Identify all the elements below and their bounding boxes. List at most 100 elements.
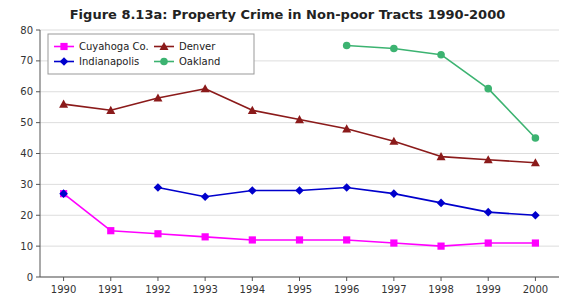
chart: Figure 8.13a: Property Crime in Non-poor… — [0, 0, 575, 305]
x-tick — [393, 277, 394, 281]
x-tick-label: 1995 — [287, 284, 312, 295]
y-tick — [36, 30, 40, 31]
legend-marker — [60, 43, 67, 50]
legend-marker — [160, 42, 169, 50]
x-tick-label: 1997 — [381, 284, 406, 295]
legend-label: Oakland — [179, 56, 220, 67]
legend-marker — [160, 58, 168, 66]
point — [59, 189, 68, 198]
y-tick — [36, 122, 40, 123]
point — [154, 230, 161, 237]
point — [59, 100, 68, 108]
x-tick — [441, 277, 442, 281]
point — [390, 189, 399, 198]
x-tick-label: 2000 — [523, 284, 548, 295]
point — [531, 211, 540, 220]
series-line — [64, 89, 536, 163]
legend-label: Denver — [179, 41, 216, 52]
legend: Cuyahoga Co. Denver Indianapolis Oakland — [48, 34, 254, 74]
x-tick — [299, 277, 300, 281]
title: Figure 8.13a: Property Crime in Non-poor… — [70, 7, 506, 22]
point — [295, 115, 304, 123]
x-tick-label: 1996 — [334, 284, 359, 295]
y-tick — [36, 91, 40, 92]
point — [201, 84, 210, 92]
y-tick-label: 10 — [20, 241, 33, 252]
point — [389, 137, 398, 145]
x-tick — [252, 277, 253, 281]
point — [532, 134, 540, 142]
point — [296, 236, 303, 243]
point — [295, 186, 304, 195]
y-tick-label: 80 — [20, 25, 33, 36]
x-tick — [157, 277, 158, 281]
x-tick-label: 1992 — [145, 284, 170, 295]
grid-line — [40, 215, 559, 216]
y-tick — [36, 184, 40, 185]
point — [107, 227, 114, 234]
grid-line — [40, 153, 559, 154]
point — [531, 158, 540, 166]
grid — [40, 30, 559, 277]
grid-line — [40, 91, 559, 92]
point — [437, 199, 446, 208]
x-tick-label: 1990 — [51, 284, 76, 295]
point — [484, 155, 493, 163]
point — [390, 239, 397, 246]
legend-label: Cuyahoga Co. — [79, 41, 149, 52]
point — [437, 51, 445, 59]
point — [484, 85, 492, 93]
series-line — [347, 45, 536, 138]
point — [248, 186, 257, 195]
legend-marker — [60, 57, 69, 66]
point — [437, 243, 444, 250]
point — [390, 45, 398, 53]
x-tick — [346, 277, 347, 281]
legend-frame — [48, 34, 254, 74]
grid-line — [40, 30, 559, 31]
point — [202, 233, 209, 240]
y-tick-label: 30 — [20, 179, 33, 190]
y-tick-label: 40 — [20, 148, 33, 159]
point — [154, 183, 163, 192]
point — [484, 208, 493, 217]
x-tick — [205, 277, 206, 281]
y-tick-label: 0 — [27, 272, 33, 283]
y-tick — [36, 215, 40, 216]
legend-label: Indianapolis — [79, 56, 139, 67]
point — [343, 236, 350, 243]
point — [485, 239, 492, 246]
point — [201, 192, 210, 201]
y-tick — [36, 277, 40, 278]
x-tick-label: 1994 — [240, 284, 265, 295]
point — [342, 124, 351, 132]
series-line — [64, 194, 536, 246]
y-tick — [36, 246, 40, 247]
x-tick-label: 1999 — [476, 284, 501, 295]
point — [106, 106, 115, 114]
point — [153, 93, 162, 101]
point — [343, 42, 351, 50]
x-tick — [63, 277, 64, 281]
grid-line — [40, 246, 559, 247]
y-tick-label: 60 — [20, 86, 33, 97]
grid-line — [40, 277, 559, 278]
y-tick-label: 70 — [20, 55, 33, 66]
x-tick — [110, 277, 111, 281]
point — [60, 190, 67, 197]
y-tick-label: 50 — [20, 117, 33, 128]
y-tick — [36, 60, 40, 61]
x-tick-label: 1998 — [428, 284, 453, 295]
y-tick-label: 20 — [20, 210, 33, 221]
x-tick-label: 1991 — [98, 284, 123, 295]
point — [342, 183, 351, 192]
y-axis — [40, 30, 41, 277]
x-tick — [535, 277, 536, 281]
x-tick-label: 1993 — [192, 284, 217, 295]
point — [248, 106, 257, 114]
point — [249, 236, 256, 243]
point — [437, 152, 446, 160]
y-tick — [36, 153, 40, 154]
point — [532, 239, 539, 246]
grid-line — [40, 184, 559, 185]
